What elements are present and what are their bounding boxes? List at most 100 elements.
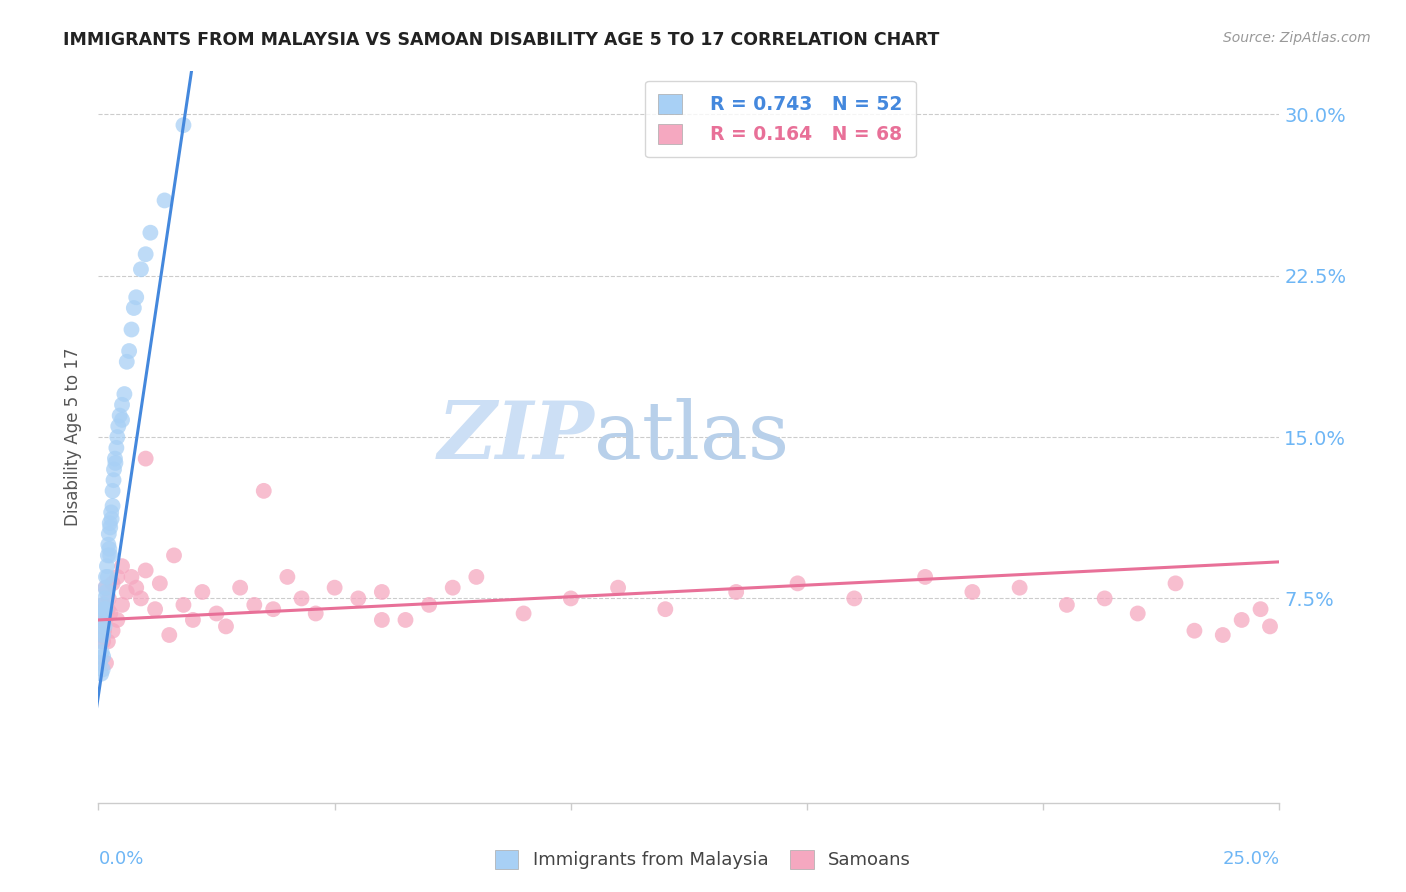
Text: ZIP: ZIP	[437, 399, 595, 475]
Point	[121, 322, 143, 336]
Point	[1250, 602, 1272, 616]
Point	[98, 549, 121, 563]
Point	[118, 344, 141, 359]
Point	[90, 628, 112, 642]
Point	[89, 607, 111, 621]
Legend: Immigrants from Malaysia, Samoans: Immigrants from Malaysia, Samoans	[486, 840, 920, 879]
Point	[101, 576, 124, 591]
Point	[157, 628, 180, 642]
Point	[323, 581, 346, 595]
Point	[215, 619, 238, 633]
Point	[97, 527, 120, 541]
Point	[90, 645, 112, 659]
Point	[243, 598, 266, 612]
Point	[98, 607, 121, 621]
Point	[115, 355, 138, 369]
Point	[112, 387, 135, 401]
Point	[262, 602, 284, 616]
Point	[163, 549, 186, 563]
Point	[654, 602, 676, 616]
Text: Source: ZipAtlas.com: Source: ZipAtlas.com	[1223, 31, 1371, 45]
Point	[93, 598, 115, 612]
Point	[94, 591, 117, 606]
Point	[91, 628, 114, 642]
Point	[91, 634, 114, 648]
Point	[94, 602, 117, 616]
Point	[97, 538, 120, 552]
Point	[205, 607, 228, 621]
Point	[97, 602, 120, 616]
Point	[111, 598, 134, 612]
Point	[91, 613, 114, 627]
Point	[96, 559, 118, 574]
Point	[97, 570, 120, 584]
Point	[101, 483, 124, 498]
Point	[153, 194, 176, 208]
Point	[139, 226, 162, 240]
Point	[121, 570, 143, 584]
Point	[465, 570, 488, 584]
Point	[105, 613, 128, 627]
Point	[93, 619, 115, 633]
Point	[103, 462, 125, 476]
Point	[104, 451, 127, 466]
Point	[229, 581, 252, 595]
Point	[1258, 619, 1281, 633]
Point	[1164, 576, 1187, 591]
Point	[111, 413, 134, 427]
Legend:   R = 0.743   N = 52,   R = 0.164   N = 68: R = 0.743 N = 52, R = 0.164 N = 68	[645, 81, 915, 157]
Point	[560, 591, 582, 606]
Point	[1008, 581, 1031, 595]
Point	[97, 591, 120, 606]
Point	[93, 624, 115, 638]
Point	[914, 570, 936, 584]
Point	[94, 581, 117, 595]
Point	[101, 499, 124, 513]
Point	[104, 456, 127, 470]
Point	[90, 634, 112, 648]
Point	[305, 607, 328, 621]
Point	[100, 505, 122, 519]
Point	[276, 570, 298, 584]
Point	[1212, 628, 1234, 642]
Point	[91, 649, 114, 664]
Point	[149, 576, 172, 591]
Point	[181, 613, 204, 627]
Point	[1094, 591, 1116, 606]
Point	[1056, 598, 1078, 612]
Point	[125, 581, 148, 595]
Point	[786, 576, 808, 591]
Point	[94, 581, 117, 595]
Point	[115, 585, 138, 599]
Point	[93, 602, 115, 616]
Point	[607, 581, 630, 595]
Point	[1230, 613, 1253, 627]
Point	[129, 262, 152, 277]
Point	[91, 662, 114, 676]
Point	[371, 613, 394, 627]
Point	[89, 656, 111, 670]
Point	[394, 613, 416, 627]
Point	[253, 483, 276, 498]
Point	[107, 419, 129, 434]
Text: IMMIGRANTS FROM MALAYSIA VS SAMOAN DISABILITY AGE 5 TO 17 CORRELATION CHART: IMMIGRANTS FROM MALAYSIA VS SAMOAN DISAB…	[63, 31, 939, 49]
Point	[111, 559, 134, 574]
Point	[105, 430, 128, 444]
Point	[1126, 607, 1149, 621]
Point	[122, 301, 145, 315]
Point	[98, 516, 121, 530]
Point	[98, 541, 121, 556]
Point	[135, 451, 157, 466]
Point	[105, 441, 128, 455]
Point	[172, 118, 194, 132]
Point	[441, 581, 464, 595]
Point	[172, 598, 194, 612]
Point	[96, 585, 118, 599]
Point	[844, 591, 866, 606]
Point	[347, 591, 370, 606]
Point	[91, 607, 114, 621]
Text: 25.0%: 25.0%	[1222, 850, 1279, 868]
Point	[418, 598, 440, 612]
Point	[135, 564, 157, 578]
Point	[91, 598, 114, 612]
